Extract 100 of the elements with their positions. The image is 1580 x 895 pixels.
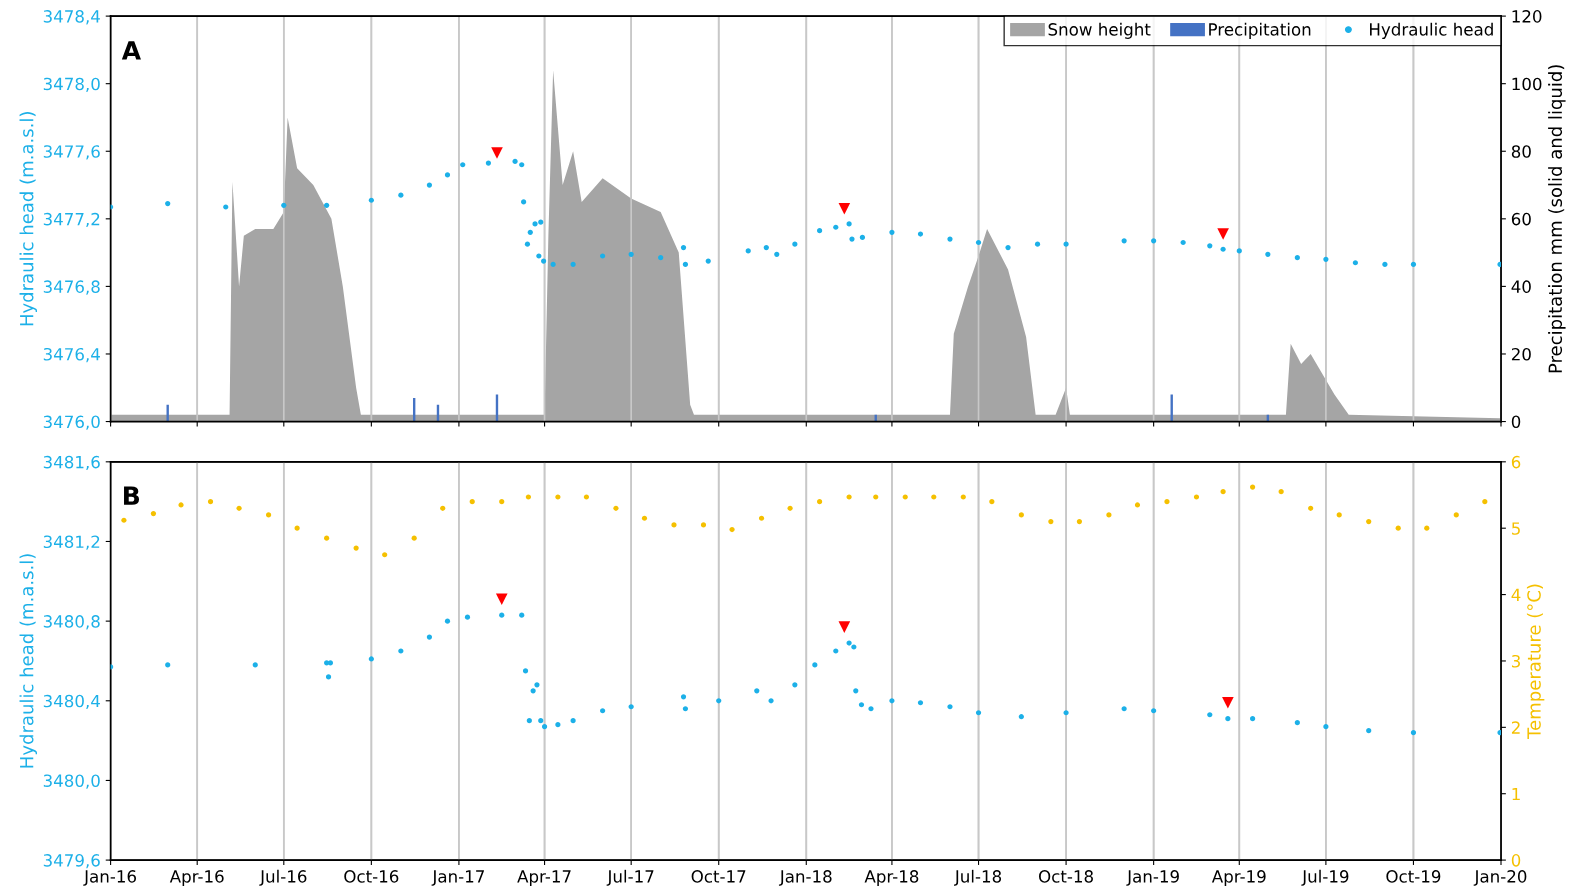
point [527,229,533,235]
point [324,535,330,541]
point [532,221,538,227]
point [121,517,127,523]
point [628,251,634,257]
x-tick-label: Apr-16 [169,870,224,886]
y-tick-label: 3480,4 [43,694,100,710]
point [353,545,359,551]
point [947,236,953,242]
point [838,621,851,633]
x-tick-label: Jan-18 [778,870,832,886]
point [1294,720,1300,726]
point [1410,730,1417,736]
point [469,499,475,505]
point [1236,248,1242,254]
x-tick-label: Jan-19 [1126,870,1179,886]
point [1366,728,1372,734]
x-tick-label: Jan-17 [431,870,484,886]
point [521,199,527,205]
point [398,192,404,198]
point [1207,243,1213,249]
point [252,662,258,668]
point [680,244,687,251]
point [499,499,505,505]
point [947,704,953,710]
point [1336,512,1342,518]
annotation: B [124,486,140,505]
point [570,261,576,268]
point [1366,518,1372,525]
x-tick-label: Jul-17 [606,869,654,886]
point [165,201,171,207]
point [570,718,576,724]
point [917,231,924,237]
x-tick-label: Jul-18 [954,869,1002,886]
point [600,708,606,714]
y-tick-label: 3477,2 [43,212,100,228]
y-tick-label: 3478,4 [43,10,100,25]
point [889,229,895,235]
point [853,688,859,694]
point [846,221,852,227]
point [1278,489,1284,495]
point [327,660,334,666]
point [1220,246,1226,252]
point [499,612,505,618]
point [1323,724,1329,730]
y2-tick-label: 1 [1512,787,1520,801]
point [1034,241,1041,247]
point [444,618,451,624]
point [931,494,937,500]
point [1294,255,1300,261]
point [1207,712,1213,718]
point [538,219,544,225]
point [787,505,793,511]
point [534,682,540,688]
point [398,648,404,654]
point [613,505,619,511]
point [1193,494,1200,500]
y2-tick-label: 2 [1511,721,1520,734]
point [902,494,908,500]
point [989,499,995,505]
point [1220,489,1226,495]
x-tick-label: Oct-19 [1386,870,1441,883]
point [851,644,857,650]
point [873,494,879,500]
point [1151,238,1157,244]
point [165,662,171,668]
point [1308,505,1314,511]
point [671,522,677,528]
point [682,261,689,268]
point [763,244,769,251]
y2-axis-title: Precipitation mm (solid and liquid) [1548,65,1566,373]
point [1265,251,1271,257]
point [525,494,531,500]
y-tick-label: 3479,6 [43,854,100,869]
point [833,648,839,654]
y2-tick-label: 60 [1511,212,1531,226]
point [1005,244,1011,251]
point [975,239,982,246]
point [859,234,866,241]
point [444,172,451,178]
x-tick-label: Jul-16 [259,869,307,886]
point [1410,261,1417,268]
x-tick-label: Oct-18 [1039,870,1093,883]
y-tick-label: 3480,8 [43,615,100,630]
point [1453,512,1459,518]
x-tick-label: Apr-18 [864,870,919,886]
point [838,202,851,215]
point [1382,261,1388,268]
point [223,204,229,210]
y-axis-title: Hydraulic head (m.a.s.l) [19,554,37,768]
point [745,248,751,254]
point [555,494,561,500]
y2-tick-label: 20 [1511,347,1531,361]
point [555,722,561,728]
point [705,258,711,264]
y2-tick-label: 5 [1512,522,1520,535]
point [1164,499,1170,505]
point [658,255,664,261]
point [729,526,735,533]
point [960,494,966,500]
